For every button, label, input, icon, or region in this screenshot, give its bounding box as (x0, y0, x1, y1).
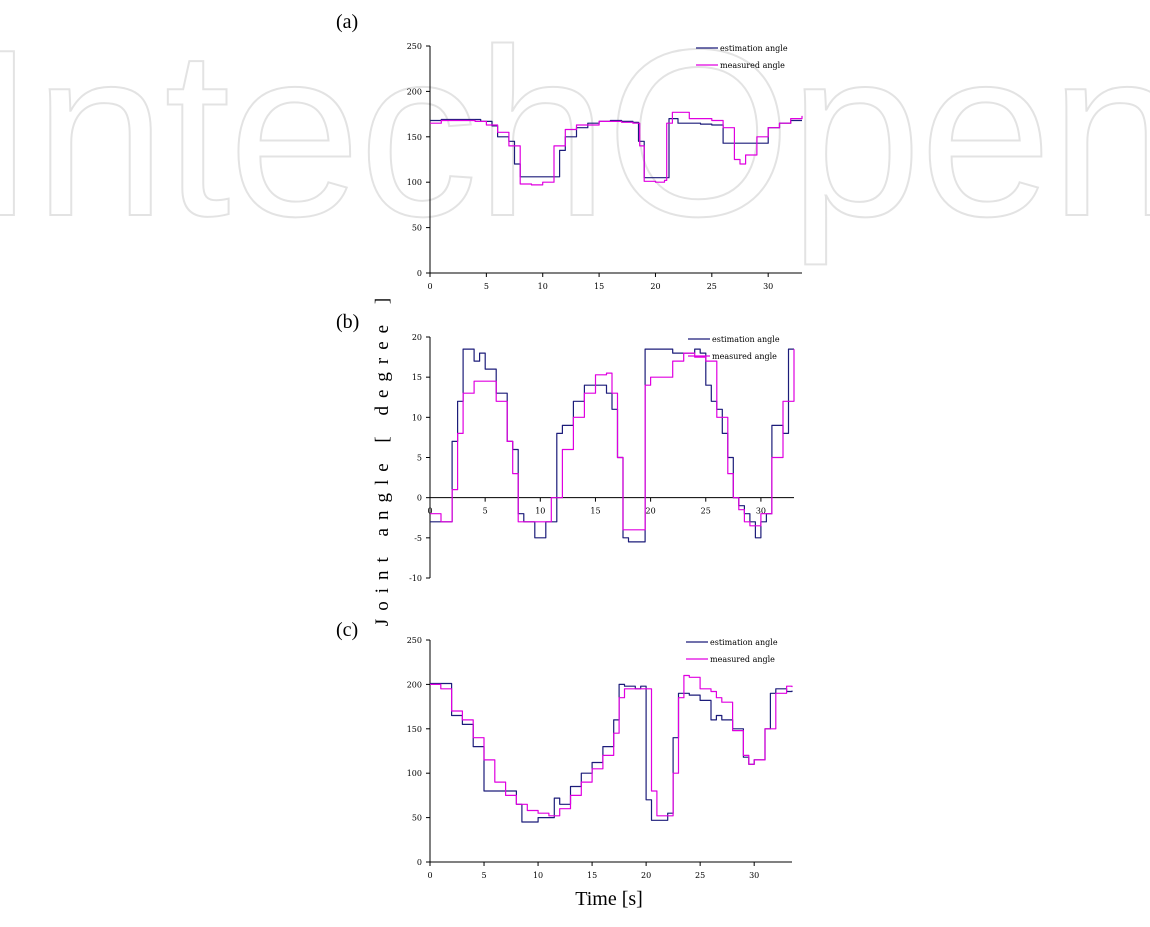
y-tick-label-b: 10 (412, 413, 422, 422)
legend-label-a: estimation angle (720, 44, 788, 53)
x-tick-label-c: 30 (749, 871, 759, 880)
legend-label-c: estimation angle (710, 638, 778, 647)
x-tick-label-a: 20 (650, 282, 660, 291)
legend-label-c: measured angle (710, 655, 775, 664)
x-tick-label-a: 0 (427, 282, 432, 291)
legend-label-b: measured angle (712, 352, 777, 361)
y-tick-label-c: 250 (407, 636, 422, 645)
x-tick-label-b: 25 (701, 507, 711, 516)
y-tick-label-c: 100 (407, 769, 422, 778)
y-tick-label-b: -5 (414, 534, 422, 543)
x-tick-label-b: 0 (427, 507, 432, 516)
y-tick-label-c: 150 (407, 725, 422, 734)
measured-angle-line-b (430, 349, 795, 531)
x-tick-label-c: 25 (695, 871, 705, 880)
watermark-text: IntechOpen (0, 1, 1150, 266)
x-tick-label-a: 25 (707, 282, 717, 291)
y-tick-label-a: 100 (407, 178, 422, 187)
x-tick-label-b: 15 (590, 507, 600, 516)
x-tick-label-b: 5 (483, 507, 488, 516)
y-tick-label-a: 250 (407, 42, 422, 51)
measured-angle-line-c (430, 674, 793, 817)
x-tick-label-a: 5 (484, 282, 489, 291)
x-axis-title: Time [s] (575, 888, 643, 910)
y-tick-label-a: 50 (412, 224, 422, 233)
x-tick-label-a: 10 (538, 282, 548, 291)
x-tick-label-b: 30 (756, 507, 766, 516)
x-tick-label-a: 15 (594, 282, 604, 291)
x-tick-label-c: 10 (533, 871, 543, 880)
x-tick-label-a: 30 (763, 282, 773, 291)
legend-label-a: measured angle (720, 61, 785, 70)
y-tick-label-c: 50 (412, 814, 422, 823)
y-axis-title: Joint angle [ degree ] (372, 290, 393, 626)
y-tick-label-c: 0 (417, 858, 422, 867)
panel-label-c: (c) (336, 619, 358, 641)
panel-label-a: (a) (336, 11, 358, 33)
legend-label-b: estimation angle (712, 335, 780, 344)
y-tick-label-b: 0 (417, 494, 422, 503)
chart-panel-b: (b) -10 -5 0 5 10 15 20 0 5 10 15 20 25 30 estimation a… (336, 311, 795, 583)
chart-panel-c: (c) 0 50 100 150 200 250 0 5 10 15 20 25 30 estimation… (336, 619, 793, 880)
y-tick-label-a: 0 (417, 269, 422, 278)
y-tick-label-b: 15 (412, 373, 422, 382)
y-tick-label-b: 5 (417, 454, 422, 463)
panel-label-b: (b) (336, 311, 359, 333)
y-tick-label-c: 200 (407, 680, 422, 689)
estimation-angle-line-a (430, 118, 802, 179)
y-tick-label-b: 20 (412, 333, 422, 342)
y-tick-label-a: 200 (407, 87, 422, 96)
measured-angle-line-a (430, 111, 803, 186)
x-tick-label-b: 10 (535, 507, 545, 516)
x-tick-label-c: 5 (481, 871, 486, 880)
y-tick-label-a: 150 (407, 133, 422, 142)
x-tick-label-c: 0 (427, 871, 432, 880)
x-tick-label-c: 15 (587, 871, 597, 880)
x-tick-label-c: 20 (641, 871, 651, 880)
chart-panel-a: (a) 0 50 100 150 200 250 0 5 10 15 20 25 30 estimation… (336, 11, 803, 291)
x-tick-label-b: 20 (646, 507, 656, 516)
y-tick-label-b: -10 (409, 574, 422, 583)
